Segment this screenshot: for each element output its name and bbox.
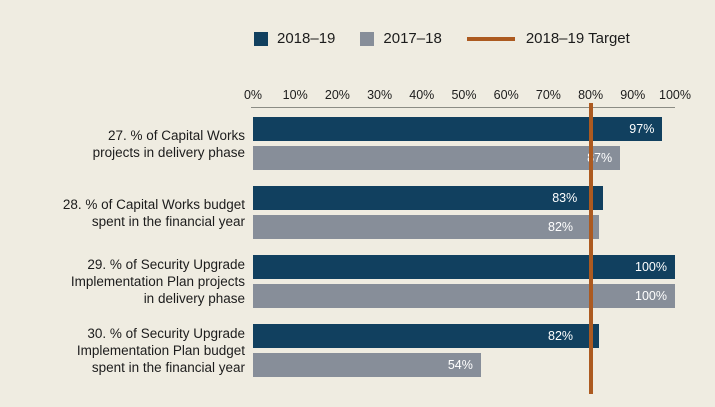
legend-label-target: 2018–19 Target xyxy=(525,30,630,47)
bar-value-label: 83% xyxy=(552,191,578,205)
bar-value-label: 97% xyxy=(629,122,655,136)
x-axis-tick-label: 50% xyxy=(451,88,477,102)
x-axis-tick-label: 20% xyxy=(324,88,350,102)
bar-2018-19: 82% xyxy=(253,324,600,348)
x-axis-line xyxy=(251,107,675,108)
category-label: 29. % of Security Upgrade Implementation … xyxy=(70,257,245,306)
legend-item-2018-19: 2018–19 xyxy=(254,30,335,47)
legend-swatch-2018-19 xyxy=(254,31,268,46)
bar-value-label: 100% xyxy=(635,289,667,303)
bar-value-label: 87% xyxy=(587,151,613,165)
x-axis-tick-label: 80% xyxy=(578,88,604,102)
bar-value-label: 54% xyxy=(447,358,473,372)
x-axis-tick-label: 40% xyxy=(409,88,435,102)
x-axis-tick-label: 10% xyxy=(282,88,308,102)
bar-2017-18: 82% xyxy=(253,215,600,239)
bar-value-label: 82% xyxy=(548,220,574,234)
category-label: 28. % of Capital Works budget spent in th… xyxy=(62,197,245,229)
bar-value-label: 82% xyxy=(548,329,574,343)
bar-2017-18: 100% xyxy=(253,284,675,308)
x-axis-tick-label: 30% xyxy=(367,88,393,102)
target-line xyxy=(589,103,593,394)
bar-2018-19: 83% xyxy=(253,186,604,210)
x-axis-tick-label: 0% xyxy=(243,88,263,102)
x-axis-tick-label: 60% xyxy=(493,88,519,102)
legend-label-2017-18: 2017–18 xyxy=(383,30,442,47)
bar-2018-19: 100% xyxy=(253,255,675,279)
legend-swatch-2017-18 xyxy=(360,31,375,46)
bar-2017-18: 54% xyxy=(253,353,481,377)
category-label: 30. % of Security Upgrade Implementation … xyxy=(76,326,245,375)
category-label: 27. % of Capital Works projects in delive… xyxy=(92,128,245,160)
legend-label-2018-19: 2018–19 xyxy=(277,30,336,47)
legend-item-target: 2018–19 Target xyxy=(466,30,630,47)
legend-target-line-icon xyxy=(466,36,515,41)
x-axis-tick-label: 90% xyxy=(620,88,646,102)
bar-2017-18: 87% xyxy=(253,146,621,170)
bar-2018-19: 97% xyxy=(253,117,663,141)
x-axis-tick-label: 70% xyxy=(535,88,561,102)
bar-value-label: 100% xyxy=(635,260,667,274)
x-axis-tick-label: 100% xyxy=(659,88,691,102)
legend: 2018–19 2017–18 2018–19 Target xyxy=(254,30,630,47)
legend-item-2017-18: 2017–18 xyxy=(360,30,442,47)
